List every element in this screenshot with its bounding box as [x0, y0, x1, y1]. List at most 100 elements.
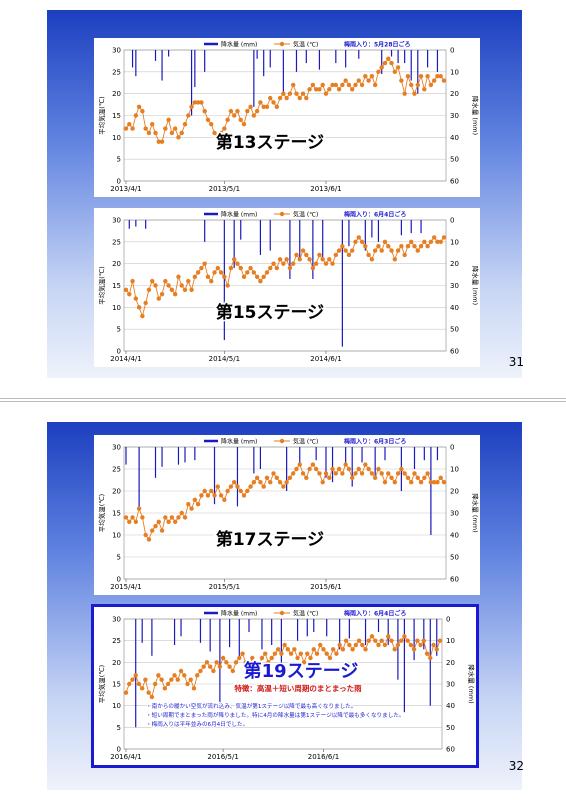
temp-point — [248, 484, 253, 489]
temp-point — [133, 519, 139, 524]
plot-frame — [123, 219, 447, 352]
temp-point — [176, 274, 181, 279]
temp-point — [182, 673, 187, 678]
slide-31: 0 5 10 15 20 25 30 0 10 20 30 40 50 60 平均気温(℃) 降水量 (mm)… — [47, 10, 522, 378]
temp-point — [324, 651, 329, 656]
temp-point — [395, 248, 401, 253]
temp-point — [205, 493, 211, 498]
y-left-tick-label: 15 — [112, 112, 121, 120]
temp-point — [386, 471, 391, 476]
temp-point — [163, 126, 168, 131]
y-left-tick-label: 30 — [112, 616, 121, 624]
temp-point — [343, 462, 348, 467]
temp-point — [195, 673, 200, 678]
temp-point — [353, 239, 358, 245]
temp-point — [281, 91, 286, 96]
temp-point — [337, 642, 342, 648]
temp-point — [290, 261, 296, 266]
y-left-tick-label: 10 — [112, 532, 121, 540]
temp-point — [304, 475, 309, 480]
temp-point — [369, 634, 375, 639]
temp-point — [186, 113, 191, 118]
temp-point — [438, 239, 443, 245]
temp-point — [366, 78, 371, 83]
temp-point — [156, 673, 161, 678]
temp-point — [428, 480, 434, 485]
stage-title: 第15ステージ — [216, 302, 324, 323]
temp-point — [333, 252, 339, 258]
chart-svg: 0 5 10 15 20 25 30 0 10 20 30 40 50 60 平均気温(℃) 降水量 (mm)… — [97, 211, 480, 364]
y-left-tick-label: 5 — [117, 554, 121, 562]
temp-point — [321, 647, 326, 652]
temp-point — [422, 87, 427, 92]
temp-point — [123, 287, 129, 293]
temp-point — [156, 519, 161, 524]
temp-point — [424, 651, 430, 656]
temp-point — [189, 104, 194, 109]
temp-point — [346, 466, 352, 472]
temp-point — [395, 642, 401, 648]
y-right-tick-label: 40 — [450, 304, 459, 312]
temp-point — [195, 270, 201, 275]
temp-point — [192, 274, 198, 279]
y-left-tick-label: 5 — [117, 724, 121, 732]
temp-point — [372, 475, 378, 480]
temp-point — [431, 480, 437, 485]
temp-point — [279, 651, 284, 656]
y-right-tick-label: 0 — [450, 47, 454, 55]
x-tick-label: 2013/4/1 — [110, 185, 141, 193]
y-right-tick-label: 0 — [446, 616, 450, 624]
temp-point — [412, 471, 417, 476]
temp-point — [185, 681, 190, 687]
temp-point — [127, 681, 132, 687]
temp-point — [253, 660, 258, 665]
y-left-tick-label: 0 — [117, 576, 121, 584]
temp-point — [182, 515, 188, 520]
temp-point — [274, 104, 280, 109]
temp-point — [340, 244, 345, 249]
temp-point — [258, 278, 263, 284]
temp-point — [207, 664, 213, 669]
temp-point — [409, 480, 414, 485]
temp-point — [382, 239, 388, 245]
y-right-tick-label: 40 — [450, 532, 459, 540]
temp-point — [191, 686, 197, 691]
temp-point — [418, 642, 423, 648]
temp-point — [179, 510, 184, 516]
temp-point — [392, 647, 397, 652]
temp-point — [172, 292, 178, 297]
y-left-axis-label: 平均気温(℃) — [97, 494, 106, 532]
chart-svg: 0 5 10 15 20 25 30 0 10 20 30 40 50 60 平均気温(℃) 降水量 (mm)… — [97, 438, 480, 592]
temp-point — [274, 265, 280, 271]
temp-point — [259, 655, 265, 661]
chart-svg: 0 5 10 15 20 25 30 0 10 20 30 40 50 60 平均気温(℃) 降水量 (mm)… — [97, 610, 476, 762]
temp-point — [438, 74, 443, 79]
legend-rain-label: 降水量 (mm) — [221, 41, 257, 49]
temp-point — [350, 647, 355, 652]
y-left-tick-label: 0 — [117, 178, 121, 186]
temp-point — [343, 248, 348, 253]
temp-point — [169, 287, 175, 293]
x-tick-label: 2016/5/1 — [207, 753, 238, 761]
temp-point — [350, 87, 355, 92]
temp-point — [215, 484, 220, 489]
y-right-tick-label: 60 — [450, 348, 459, 356]
temp-point — [212, 270, 217, 275]
temp-point — [192, 497, 198, 502]
y-right-tick-label: 0 — [450, 444, 454, 452]
y-left-tick-label: 15 — [112, 510, 121, 518]
temp-point — [130, 515, 135, 520]
temp-point — [261, 274, 266, 279]
x-tick-label: 2013/6/1 — [310, 185, 341, 193]
temp-point — [369, 257, 375, 262]
temp-point — [409, 82, 414, 88]
temp-point — [333, 82, 339, 88]
temp-point — [418, 244, 424, 249]
temp-point — [435, 480, 440, 485]
temp-point — [153, 283, 158, 288]
temp-point — [402, 634, 407, 639]
temp-point — [136, 681, 142, 687]
x-tick-label: 2015/4/1 — [110, 583, 141, 591]
temp-point — [262, 651, 268, 656]
temp-point — [245, 488, 250, 494]
